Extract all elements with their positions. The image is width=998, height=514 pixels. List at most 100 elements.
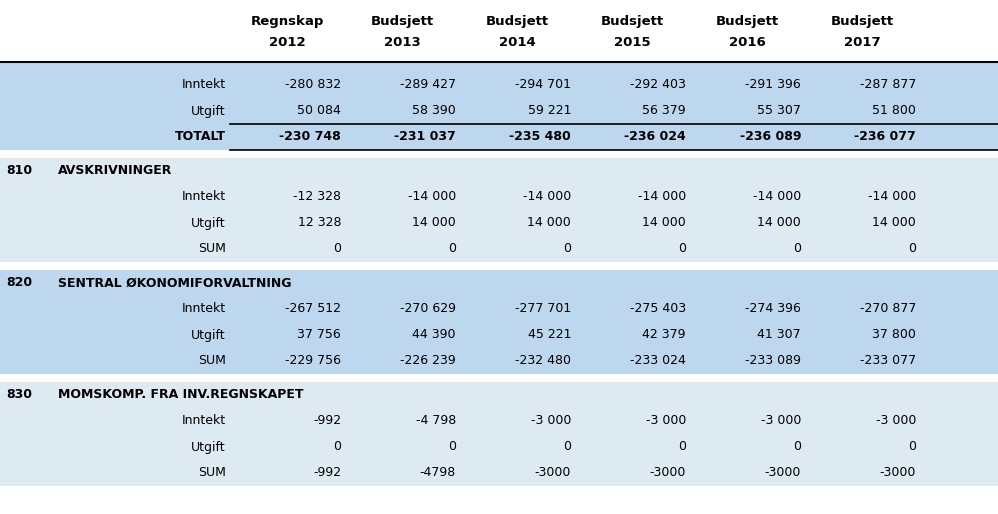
Text: -294 701: -294 701 (515, 79, 571, 91)
Text: Budsjett: Budsjett (601, 15, 664, 28)
Text: -289 427: -289 427 (400, 79, 456, 91)
Text: SUM: SUM (199, 355, 226, 368)
Text: 14 000: 14 000 (643, 216, 686, 229)
Text: 56 379: 56 379 (643, 104, 686, 118)
Text: 41 307: 41 307 (757, 328, 801, 341)
Text: 0: 0 (678, 440, 686, 453)
Text: -12 328: -12 328 (293, 191, 341, 204)
Text: 2014: 2014 (499, 36, 536, 49)
Text: -236 024: -236 024 (625, 131, 686, 143)
Text: 58 390: 58 390 (412, 104, 456, 118)
Text: SENTRAL ØKONOMIFORVALTNING: SENTRAL ØKONOMIFORVALTNING (58, 277, 291, 289)
Text: -235 480: -235 480 (509, 131, 571, 143)
Text: 0: 0 (908, 440, 916, 453)
Text: 0: 0 (793, 243, 801, 255)
Text: 0: 0 (333, 243, 341, 255)
Text: -229 756: -229 756 (285, 355, 341, 368)
Text: -3000: -3000 (535, 467, 571, 480)
Text: -3000: -3000 (879, 467, 916, 480)
Text: 59 221: 59 221 (528, 104, 571, 118)
Text: -14 000: -14 000 (408, 191, 456, 204)
Text: -236 077: -236 077 (854, 131, 916, 143)
Text: 2013: 2013 (384, 36, 421, 49)
Text: -267 512: -267 512 (285, 303, 341, 316)
Text: -277 701: -277 701 (515, 303, 571, 316)
Text: Inntekt: Inntekt (182, 79, 226, 91)
Text: -270 877: -270 877 (859, 303, 916, 316)
Text: -226 239: -226 239 (400, 355, 456, 368)
Text: 810: 810 (6, 164, 32, 177)
Bar (0, 158, 998, 262)
Text: 820: 820 (6, 277, 32, 289)
Text: Budsjett: Budsjett (486, 15, 549, 28)
Text: -14 000: -14 000 (523, 191, 571, 204)
Text: -274 396: -274 396 (746, 303, 801, 316)
Text: 830: 830 (6, 389, 32, 401)
Text: Utgift: Utgift (192, 216, 226, 229)
Text: 2016: 2016 (730, 36, 765, 49)
Text: Budsjett: Budsjett (716, 15, 779, 28)
Text: Budsjett: Budsjett (831, 15, 894, 28)
Text: -232 480: -232 480 (515, 355, 571, 368)
Text: TOTALT: TOTALT (175, 131, 226, 143)
Text: 0: 0 (448, 243, 456, 255)
Text: -292 403: -292 403 (630, 79, 686, 91)
Text: 14 000: 14 000 (757, 216, 801, 229)
Text: -275 403: -275 403 (630, 303, 686, 316)
Bar (0, 270, 998, 374)
Text: Utgift: Utgift (192, 104, 226, 118)
Text: 0: 0 (908, 243, 916, 255)
Text: Inntekt: Inntekt (182, 303, 226, 316)
Text: SUM: SUM (199, 243, 226, 255)
Text: 37 756: 37 756 (297, 328, 341, 341)
Bar (0, 62, 998, 150)
Text: 2017: 2017 (844, 36, 881, 49)
Text: -230 748: -230 748 (279, 131, 341, 143)
Text: Regnskap: Regnskap (250, 15, 324, 28)
Text: -14 000: -14 000 (638, 191, 686, 204)
Text: 42 379: 42 379 (643, 328, 686, 341)
Text: Utgift: Utgift (192, 440, 226, 453)
Text: -233 089: -233 089 (745, 355, 801, 368)
Text: AVSKRIVNINGER: AVSKRIVNINGER (58, 164, 173, 177)
Text: -14 000: -14 000 (867, 191, 916, 204)
Text: 14 000: 14 000 (412, 216, 456, 229)
Text: -3000: -3000 (764, 467, 801, 480)
Text: 0: 0 (333, 440, 341, 453)
Bar (0, 382, 998, 486)
Text: -14 000: -14 000 (752, 191, 801, 204)
Text: -236 089: -236 089 (740, 131, 801, 143)
Text: 0: 0 (793, 440, 801, 453)
Text: 0: 0 (563, 440, 571, 453)
Text: Budsjett: Budsjett (371, 15, 434, 28)
Text: Inntekt: Inntekt (182, 414, 226, 428)
Text: -270 629: -270 629 (400, 303, 456, 316)
Text: Inntekt: Inntekt (182, 191, 226, 204)
Text: 0: 0 (678, 243, 686, 255)
Text: 50 084: 50 084 (297, 104, 341, 118)
Text: -3 000: -3 000 (646, 414, 686, 428)
Text: 14 000: 14 000 (527, 216, 571, 229)
Text: -233 024: -233 024 (630, 355, 686, 368)
Text: -291 396: -291 396 (746, 79, 801, 91)
Text: MOMSKOMP. FRA INV.REGNSKAPET: MOMSKOMP. FRA INV.REGNSKAPET (58, 389, 303, 401)
Text: -992: -992 (313, 414, 341, 428)
Text: 12 328: 12 328 (297, 216, 341, 229)
Text: 55 307: 55 307 (757, 104, 801, 118)
Text: 51 800: 51 800 (872, 104, 916, 118)
Text: -233 077: -233 077 (860, 355, 916, 368)
Text: -4798: -4798 (420, 467, 456, 480)
Text: -4 798: -4 798 (416, 414, 456, 428)
Text: -231 037: -231 037 (394, 131, 456, 143)
Text: 0: 0 (563, 243, 571, 255)
Text: -280 832: -280 832 (284, 79, 341, 91)
Text: 44 390: 44 390 (412, 328, 456, 341)
Text: 37 800: 37 800 (872, 328, 916, 341)
Text: -3000: -3000 (650, 467, 686, 480)
Text: 45 221: 45 221 (528, 328, 571, 341)
Text: 14 000: 14 000 (872, 216, 916, 229)
Text: 0: 0 (448, 440, 456, 453)
Text: -3 000: -3 000 (875, 414, 916, 428)
Text: -3 000: -3 000 (531, 414, 571, 428)
Text: 2012: 2012 (269, 36, 305, 49)
